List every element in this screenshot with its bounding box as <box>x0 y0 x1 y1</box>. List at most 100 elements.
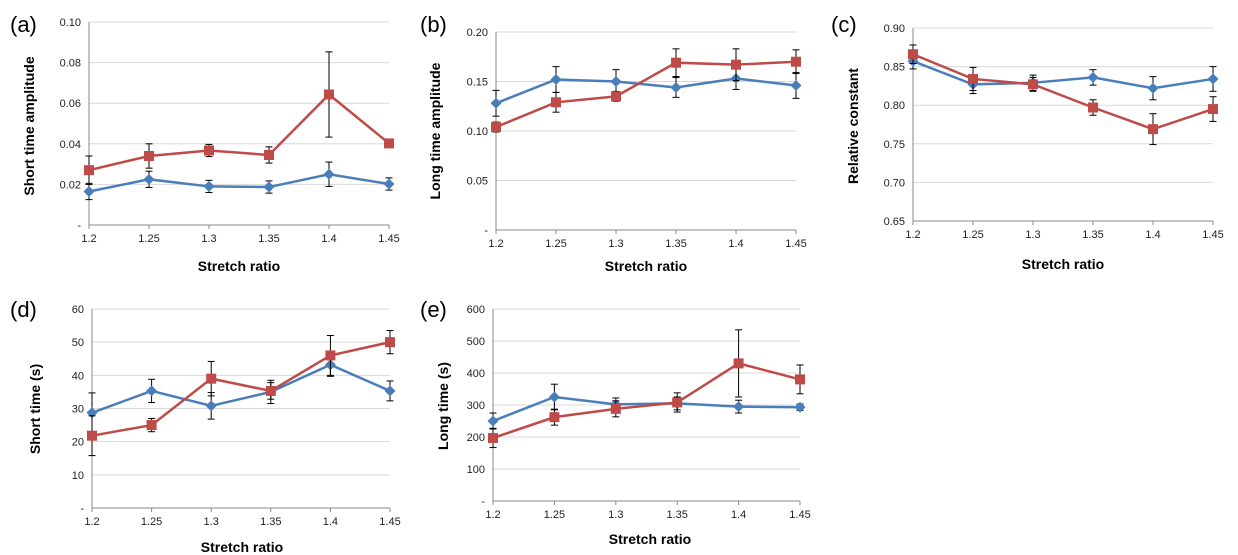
y-tick-label-d: 50 <box>72 337 84 349</box>
data-point-blue-c <box>1207 73 1219 85</box>
y-tick-label-e: 600 <box>467 304 485 316</box>
data-point-red-a <box>144 150 154 161</box>
x-tick-label-b: 1.3 <box>608 238 623 250</box>
x-tick-label-c: 1.25 <box>962 229 983 241</box>
data-point-blue-a <box>83 186 95 198</box>
panel-letter-b: (b) <box>420 12 447 37</box>
data-point-red-a <box>264 149 274 160</box>
x-tick-label-d: 1.3 <box>204 516 219 528</box>
series-line-blue-c <box>912 60 1214 90</box>
x-tick-label-c: 1.4 <box>1145 229 1160 241</box>
y-tick-label-c: 0.70 <box>884 177 905 189</box>
data-point-blue-a <box>263 181 275 193</box>
data-point-red-d <box>325 350 336 361</box>
series-group-b <box>490 48 802 133</box>
series-line-blue-d <box>91 363 391 414</box>
data-point-red-b <box>551 97 561 108</box>
series-line-red-e <box>492 362 801 440</box>
data-point-red-d <box>385 337 395 348</box>
data-point-blue-d <box>146 385 158 397</box>
data-point-red-e <box>610 403 621 414</box>
data-point-blue-d <box>384 385 396 397</box>
data-point-red-a <box>384 138 394 149</box>
chart-panel-b: (b) -0.050.100.150.20 1.2 1.25 1.3 1.35 1.4 1… <box>420 12 807 274</box>
data-point-blue-e <box>548 391 560 403</box>
grid-b <box>495 31 796 231</box>
data-point-blue-b <box>490 97 502 109</box>
data-point-red-e <box>549 412 560 423</box>
data-point-red-c <box>968 73 978 84</box>
x-tick-label-b: 1.35 <box>665 238 686 250</box>
data-point-blue-b <box>790 79 802 91</box>
x-ticks-b: 1.2 1.25 1.3 1.35 1.4 1.45 <box>488 230 807 250</box>
data-point-red-c <box>1148 124 1158 135</box>
grid-a <box>88 21 389 226</box>
x-tick-label-e: 1.3 <box>608 509 623 521</box>
data-point-blue-a <box>323 168 335 180</box>
data-point-red-a <box>324 89 334 100</box>
x-tick-label-b: 1.4 <box>728 238 743 250</box>
data-point-blue-e <box>487 415 499 427</box>
x-tick-label-a: 1.35 <box>258 233 279 245</box>
y-tick-label-b: 0.10 <box>467 126 488 138</box>
x-tick-label-b: 1.2 <box>488 238 503 250</box>
x-tick-label-d: 1.4 <box>323 516 338 528</box>
series-group-a <box>83 51 395 201</box>
y-tick-label-b: - <box>484 225 488 237</box>
series-group-e <box>487 329 806 449</box>
y-tick-label-a: 0.08 <box>60 58 81 70</box>
x-tick-label-e: 1.25 <box>544 509 565 521</box>
data-point-red-d <box>206 373 217 384</box>
y-tick-label-d: - <box>80 503 84 515</box>
data-point-blue-c <box>1147 82 1159 94</box>
grid-d <box>91 308 390 509</box>
y-tick-label-e: 100 <box>467 464 485 476</box>
data-point-blue-b <box>670 81 682 93</box>
series-line-red-c <box>912 53 1214 131</box>
x-ticks-a: 1.2 1.25 1.3 1.35 1.4 1.45 <box>81 225 400 245</box>
x-tick-label-a: 1.25 <box>138 233 159 245</box>
y-ticks-b: - 0.05 0.10 0.15 0.20 <box>467 27 489 237</box>
y-ticks-d: - 10 20 30 40 50 60 <box>72 304 85 515</box>
x-tick-label-c: 1.45 <box>1202 229 1223 241</box>
x-tick-label-c: 1.35 <box>1082 229 1103 241</box>
y-tick-label-c: 0.80 <box>884 100 905 112</box>
x-axis-label-e: Stretch ratio <box>609 531 691 547</box>
series-line-blue-e <box>492 395 801 423</box>
y-axis-label-b: Long time amplitude <box>427 62 443 199</box>
panel-letter-d: (d) <box>10 297 37 322</box>
panel-letter-e: (e) <box>420 297 447 322</box>
data-point-red-b <box>491 122 501 133</box>
y-tick-label-a: 0.04 <box>60 139 81 151</box>
y-ticks-e: - 100 200 300 400 500 600 <box>467 304 486 508</box>
data-point-blue-a <box>383 178 395 190</box>
series-line-blue-b <box>495 77 797 105</box>
y-tick-label-a: 0.10 <box>60 17 81 29</box>
data-point-red-b <box>611 91 621 102</box>
x-tick-label-c: 1.3 <box>1025 229 1040 241</box>
x-tick-label-c: 1.2 <box>905 229 920 241</box>
x-tick-label-e: 1.35 <box>666 509 687 521</box>
data-point-blue-e <box>794 401 806 413</box>
y-axis-label-d: Short time (s) <box>27 364 43 454</box>
data-point-red-e <box>733 358 744 369</box>
y-tick-label-b: 0.20 <box>467 27 488 39</box>
data-point-blue-b <box>610 76 622 87</box>
y-tick-label-c: 0.90 <box>884 23 905 35</box>
x-ticks-e: 1.2 1.25 1.3 1.35 1.4 1.45 <box>485 501 811 521</box>
series-line-blue-a <box>88 172 390 193</box>
data-point-blue-a <box>203 180 215 192</box>
series-line-red-a <box>88 92 390 172</box>
data-point-red-d <box>265 385 276 396</box>
data-point-red-e <box>672 397 683 408</box>
y-tick-label-d: 30 <box>72 404 84 416</box>
data-point-red-e <box>795 374 805 385</box>
x-tick-label-a: 1.3 <box>201 233 216 245</box>
x-tick-label-d: 1.2 <box>84 516 99 528</box>
data-point-blue-d <box>205 400 217 412</box>
x-ticks-d: 1.2 1.25 1.3 1.35 1.4 1.45 <box>84 508 401 528</box>
data-point-red-a <box>204 145 214 156</box>
y-tick-label-a: 0.06 <box>60 98 81 110</box>
x-tick-label-d: 1.45 <box>379 516 400 528</box>
panel-letter-c: (c) <box>831 12 857 37</box>
